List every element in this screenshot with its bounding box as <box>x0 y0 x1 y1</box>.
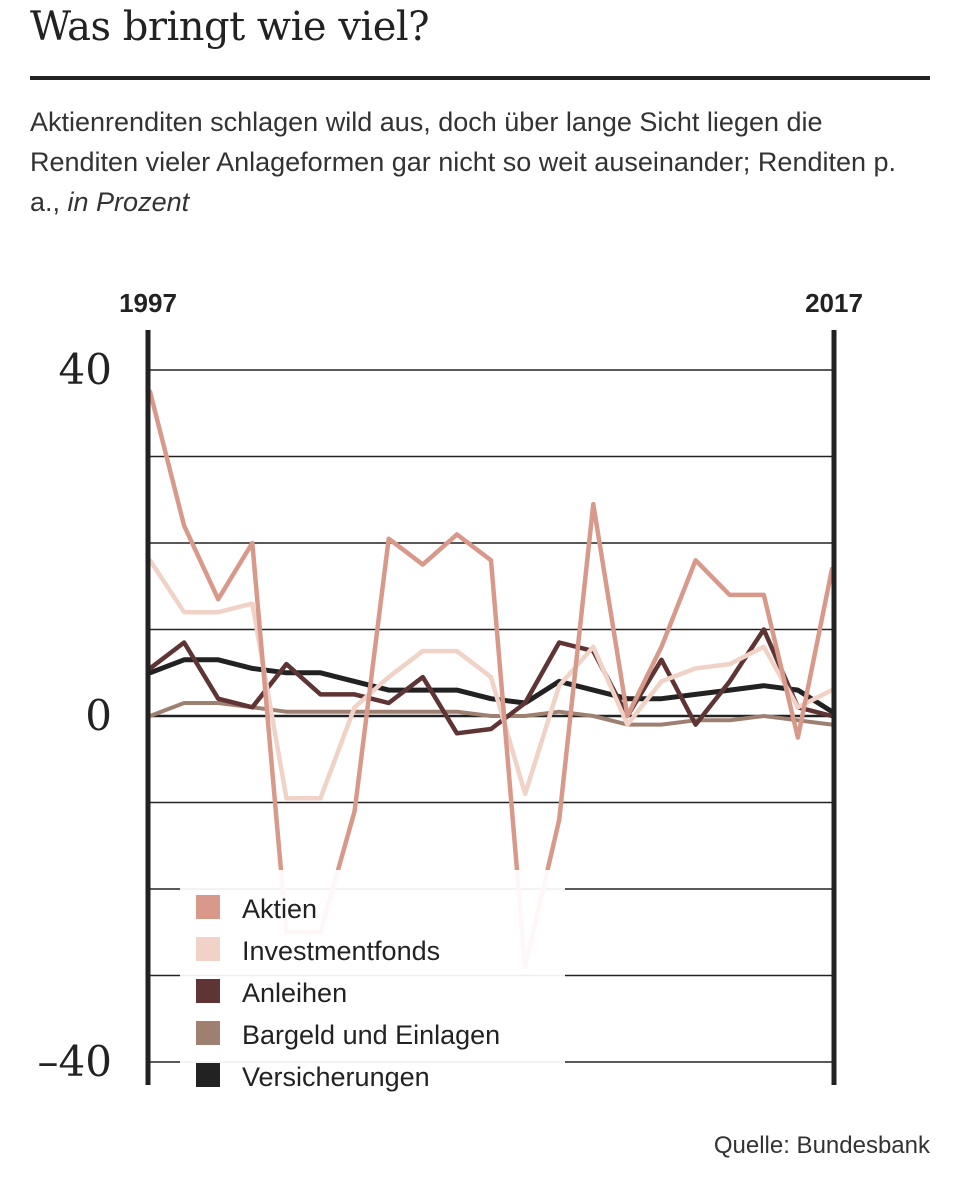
axes: 1997 2017 40 0 –40 <box>38 288 863 1086</box>
source-note: Quelle: Bundesbank <box>713 1132 930 1159</box>
legend-swatch-bargeld-und-einlagen <box>196 1021 220 1045</box>
legend-swatch-aktien <box>196 895 220 919</box>
legend-label-versicherungen: Versicherungen <box>242 1062 430 1092</box>
x-tick-label-start: 1997 <box>119 288 177 318</box>
subtitle-text: Aktienrenditen schlagen wild aus, doch ü… <box>30 107 897 217</box>
series-lines <box>147 389 835 970</box>
legend-swatch-investmentfonds <box>196 937 220 961</box>
legend: Aktien Investmentfonds Anleihen Bargeld und… <box>196 894 500 1092</box>
legend-swatch-versicherungen <box>196 1063 220 1087</box>
chart-subtitle: Aktienrenditen schlagen wild aus, doch ü… <box>30 102 930 222</box>
y-tick-label-0: 0 <box>85 691 112 740</box>
legend-label-anleihen: Anleihen <box>242 978 347 1008</box>
chart-title: Was bringt wie viel? <box>30 4 430 50</box>
title-divider <box>30 76 930 80</box>
y-tick-label-neg40: –40 <box>38 1037 112 1086</box>
y-tick-label-40: 40 <box>59 345 112 394</box>
legend-background <box>180 870 565 1100</box>
legend-label-aktien: Aktien <box>242 894 317 924</box>
x-tick-label-end: 2017 <box>805 288 863 318</box>
legend-label-investmentfonds: Investmentfonds <box>242 936 440 966</box>
line-chart: 1997 2017 40 0 –40 Aktien Investmentfonds Anle… <box>38 288 863 1100</box>
legend-swatch-anleihen <box>196 979 220 1003</box>
subtitle-unit: in Prozent <box>67 187 190 217</box>
legend-label-bargeld-und-einlagen: Bargeld und Einlagen <box>242 1020 500 1050</box>
